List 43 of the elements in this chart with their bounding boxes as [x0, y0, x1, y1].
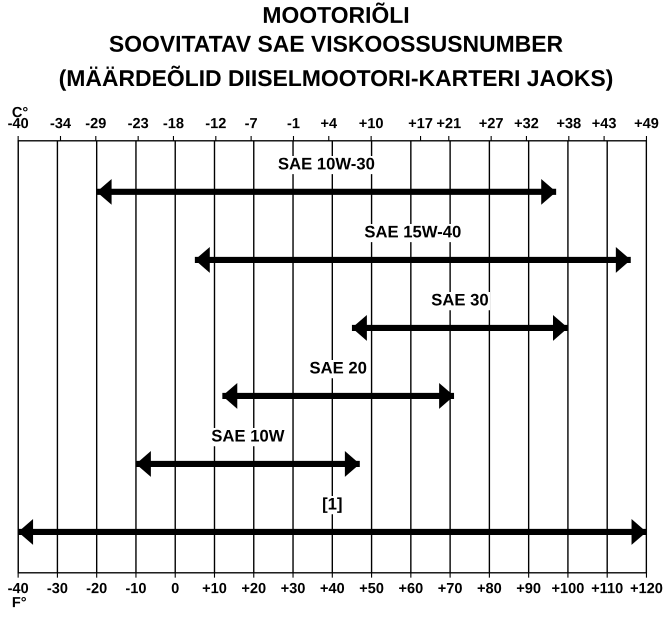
x-tick-label: +90	[516, 582, 540, 594]
x-tick-label: 0	[172, 582, 179, 594]
x-tick-label: +60	[399, 582, 423, 594]
x-tick-label: +70	[438, 582, 462, 594]
y-tick-label: [1]	[323, 497, 342, 513]
x2-tick-label: +27	[479, 118, 503, 128]
x2-tick-label: +21	[437, 118, 461, 128]
x-tick-label: +50	[360, 582, 384, 594]
x-tick-label: +30	[281, 582, 305, 594]
x-tick-label: +40	[320, 582, 344, 594]
x-tick-label: -20	[86, 582, 107, 594]
x-tick-label: +120	[630, 582, 662, 594]
x2-tick-label: +4	[321, 118, 338, 128]
x-tick-label: +20	[242, 582, 266, 594]
x2-tick-label: +38	[557, 118, 581, 128]
x2-tick-label: -7	[245, 118, 257, 128]
x-tick-label: +10	[202, 582, 226, 594]
x-tick-label: -10	[126, 582, 146, 594]
x2-tick-label: -23	[128, 118, 148, 128]
x2-tick-label: +32	[514, 118, 538, 128]
y-tick-label: SAE 20	[310, 362, 366, 374]
x-tick-label: +80	[478, 582, 502, 594]
x2-axis-title: C°	[12, 106, 28, 118]
y-tick-label: SAE 15W-40	[364, 226, 461, 238]
x2-tick-label: -34	[50, 118, 71, 128]
x2-tick-label: -1	[288, 118, 300, 128]
x-tick-label: +110	[592, 582, 623, 594]
x-axis-title: F°	[12, 596, 26, 608]
x2-tick-label: -40	[8, 118, 28, 128]
x-tick-label: -30	[47, 582, 68, 594]
x2-tick-label: +10	[359, 118, 383, 128]
x2-tick-label: +43	[592, 118, 616, 128]
x2-tick-label: +17	[408, 118, 432, 128]
y-tick-label: SAE 30	[432, 294, 488, 306]
x-tick-label: +100	[552, 582, 584, 594]
x2-tick-label: +49	[634, 118, 658, 128]
x2-tick-label: -18	[163, 118, 184, 128]
x-tick-label: -40	[8, 582, 28, 594]
x2-tick-label: -29	[86, 118, 106, 128]
y-tick-label: SAE 10W	[212, 430, 284, 442]
x2-tick-label: -12	[206, 118, 226, 128]
chart-title: MOOTORIÕLI SOOVITATAV SAE VISKOOSSUSNUMBER (MÄÄRDEÕLID DIISELMOOTORI-KARTERI JAOKS)	[60, 2, 612, 91]
y-tick-label: SAE 10W-30	[278, 158, 374, 170]
